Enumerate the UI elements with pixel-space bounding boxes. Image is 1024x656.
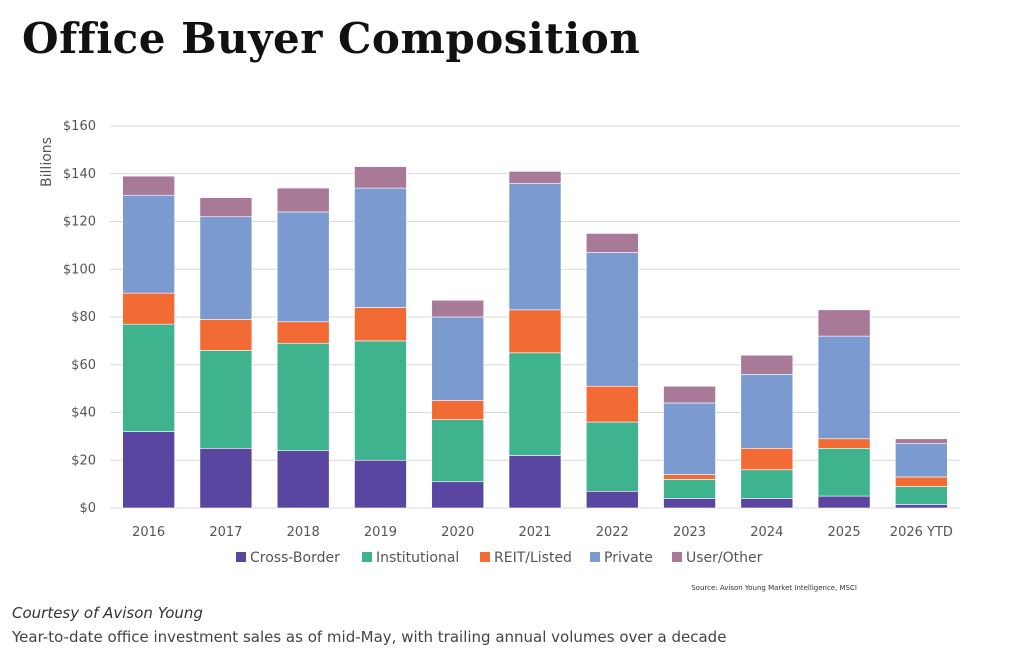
legend-swatch bbox=[480, 552, 490, 562]
bar-segment bbox=[895, 504, 948, 509]
x-tick-label: 2016 bbox=[132, 525, 165, 540]
x-tick-label: 2019 bbox=[364, 525, 397, 540]
bar-segment bbox=[122, 194, 175, 294]
chart-title: Office Buyer Composition bbox=[22, 14, 641, 63]
bar-segment bbox=[740, 498, 794, 509]
bar-segment bbox=[354, 340, 407, 461]
bar-segment bbox=[508, 309, 562, 354]
y-axis-label: Billions bbox=[39, 137, 55, 187]
caption-credit: Courtesy of Avison Young bbox=[12, 604, 203, 622]
bar-segment bbox=[585, 252, 639, 387]
y-tick-label: $140 bbox=[63, 167, 96, 182]
bar-segment bbox=[508, 455, 562, 509]
bar-segment bbox=[817, 438, 871, 449]
bar-segment bbox=[895, 486, 948, 505]
bar-segment bbox=[895, 476, 948, 487]
x-tick-label: 2021 bbox=[518, 525, 551, 540]
bar-segment bbox=[431, 481, 485, 509]
x-axis-ticks: 2016 2017 2018 2019 2020 2021 2022 2023 2024 2025… bbox=[132, 525, 953, 540]
legend-label: User/Other bbox=[686, 550, 763, 566]
y-axis-ticks: $0 $20 $40 $60 $80 $100 $120 $140 $160 bbox=[63, 119, 96, 516]
y-tick-label: $120 bbox=[63, 215, 96, 230]
legend: Cross-Border Institutional REIT/Listed Priv… bbox=[236, 550, 763, 566]
y-tick-label: $60 bbox=[71, 358, 96, 373]
bar-segment bbox=[354, 459, 407, 509]
bar-segment bbox=[431, 400, 485, 420]
bar-segment bbox=[508, 183, 562, 311]
bar-segment bbox=[276, 321, 330, 344]
bar-segment bbox=[663, 498, 716, 509]
bar-segment bbox=[199, 197, 253, 218]
bar-segment bbox=[740, 354, 794, 375]
bar-segment bbox=[740, 448, 794, 471]
y-tick-label: $20 bbox=[71, 453, 96, 468]
legend-swatch bbox=[362, 552, 372, 562]
y-tick-label: $160 bbox=[63, 119, 96, 134]
x-tick-label: 2017 bbox=[209, 525, 242, 540]
bar-segment bbox=[895, 443, 948, 478]
bar-segment bbox=[508, 171, 562, 184]
bar-segment bbox=[663, 402, 716, 475]
x-tick-label: 2020 bbox=[441, 525, 474, 540]
bar-segment bbox=[817, 335, 871, 440]
bar-segment bbox=[199, 216, 253, 320]
legend-label: Cross-Border bbox=[250, 550, 340, 566]
source-note: Source: Avison Young Market Intelligence… bbox=[691, 584, 857, 592]
legend-swatch bbox=[590, 552, 600, 562]
bar-segment bbox=[122, 431, 175, 509]
bar-segment bbox=[663, 479, 716, 499]
bar-segment bbox=[585, 490, 639, 509]
bar-segment bbox=[585, 233, 639, 253]
bar-segment bbox=[122, 292, 175, 325]
bar-segment bbox=[817, 309, 871, 337]
bar-segment bbox=[276, 211, 330, 323]
bar-segment bbox=[431, 316, 485, 401]
y-tick-label: $100 bbox=[63, 262, 96, 277]
legend-swatch bbox=[672, 552, 682, 562]
x-tick-label: 2025 bbox=[828, 525, 861, 540]
bar-segment bbox=[354, 307, 407, 342]
bar-segment bbox=[199, 350, 253, 449]
legend-swatch bbox=[236, 552, 246, 562]
y-tick-label: $40 bbox=[71, 406, 96, 421]
y-tick-label: $80 bbox=[71, 310, 96, 325]
bar-segment bbox=[276, 342, 330, 452]
x-tick-label: 2018 bbox=[287, 525, 320, 540]
stacked-bar-chart: $0$20$40$60$80$100$120$140$160 Billions … bbox=[39, 119, 960, 592]
legend-label: Institutional bbox=[376, 550, 459, 566]
caption-description: Year-to-date office investment sales as … bbox=[12, 628, 727, 646]
bar-segment bbox=[663, 474, 716, 480]
bar-segment bbox=[354, 187, 407, 308]
bar-segment bbox=[895, 438, 948, 444]
bar-segment bbox=[276, 450, 330, 509]
bar-segment bbox=[276, 187, 330, 213]
bar-segment bbox=[585, 385, 639, 423]
bar-segment bbox=[508, 352, 562, 456]
bar-segment bbox=[122, 175, 175, 196]
bar-segment bbox=[740, 469, 794, 499]
bar-segment bbox=[663, 385, 716, 404]
bar-segment bbox=[354, 166, 407, 189]
bar-segment bbox=[585, 421, 639, 492]
bar-segment bbox=[199, 319, 253, 351]
legend-label: Private bbox=[604, 550, 653, 566]
bars bbox=[122, 166, 948, 509]
y-tick-label: $0 bbox=[79, 501, 96, 516]
bar-segment bbox=[431, 419, 485, 483]
bar-segment bbox=[817, 448, 871, 497]
bar-segment bbox=[122, 323, 175, 432]
bar-segment bbox=[199, 448, 253, 509]
bar-segment bbox=[740, 373, 794, 449]
bar-segment bbox=[817, 495, 871, 509]
x-tick-label: 2024 bbox=[750, 525, 783, 540]
x-tick-label: 2026 YTD bbox=[890, 525, 953, 540]
x-tick-label: 2022 bbox=[596, 525, 629, 540]
bar-segment bbox=[431, 299, 485, 318]
legend-label: REIT/Listed bbox=[494, 550, 572, 566]
x-tick-label: 2023 bbox=[673, 525, 706, 540]
